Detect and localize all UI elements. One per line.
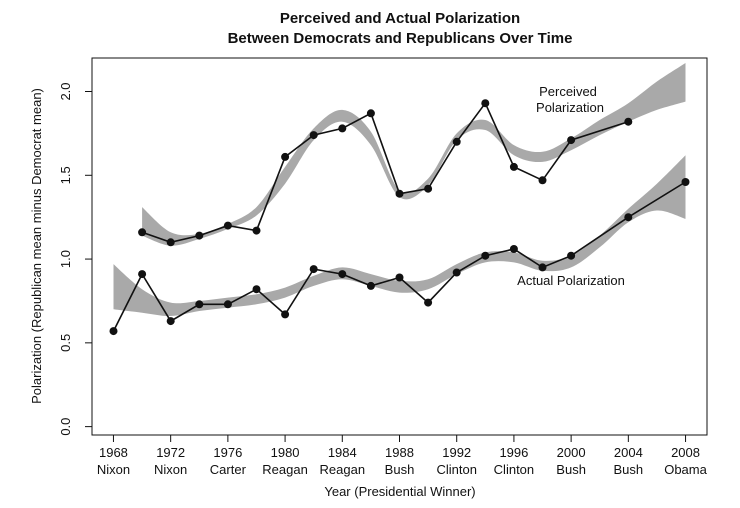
actual-point-1976 [223, 300, 232, 309]
x-tick-year-1968: 1968 [99, 445, 128, 460]
actual-point-1972 [166, 317, 175, 326]
perceived-point-1980 [281, 152, 290, 161]
x-tick-winner-1984: Reagan [320, 462, 366, 477]
actual-point-1986 [366, 281, 375, 290]
y-tick-label-2.0: 2.0 [58, 82, 73, 100]
x-tick-winner-1976: Carter [210, 462, 247, 477]
x-tick-year-2004: 2004 [614, 445, 643, 460]
perceived-annotation-line-1: Perceived [539, 84, 597, 99]
perceived-point-1996 [509, 162, 518, 171]
perceived-point-1994 [481, 99, 490, 108]
perceived-annotation: Perceived Polarization [536, 84, 604, 115]
y-tick-label-1.0: 1.0 [58, 250, 73, 268]
y-tick-label-0.5: 0.5 [58, 334, 73, 352]
x-tick-year-1976: 1976 [213, 445, 242, 460]
x-axis-label: Year (Presidential Winner) [324, 484, 475, 499]
x-tick-year-2000: 2000 [557, 445, 586, 460]
actual-point-1974 [195, 300, 204, 309]
perceived-point-1986 [366, 109, 375, 118]
x-tick-year-1996: 1996 [499, 445, 528, 460]
perceived-point-1998 [538, 176, 547, 185]
actual-point-2004 [624, 213, 633, 222]
actual-point-1994 [481, 251, 490, 260]
perceived-point-1974 [195, 231, 204, 240]
x-tick-year-1992: 1992 [442, 445, 471, 460]
perceived-point-2004 [624, 117, 633, 126]
x-tick-winner-1992: Clinton [436, 462, 476, 477]
chart-title-line-1: Perceived and Actual Polarization [280, 10, 520, 27]
actual-point-1992 [452, 268, 461, 277]
x-tick-year-2008: 2008 [671, 445, 700, 460]
confidence-bands [113, 63, 686, 317]
perceived-point-1988 [395, 189, 404, 198]
perceived-annotation-line-2: Polarization [536, 100, 604, 115]
x-tick-year-1984: 1984 [328, 445, 357, 460]
chart-title-line-2: Between Democrats and Republicans Over T… [228, 30, 573, 47]
actual-point-1980 [281, 310, 290, 319]
perceived-point-1990 [424, 184, 433, 193]
actual-point-1982 [309, 265, 318, 274]
actual-point-1968 [109, 327, 118, 336]
perceived-point-1982 [309, 131, 318, 140]
actual-point-2000 [567, 251, 576, 260]
x-tick-winner-2000: Bush [556, 462, 586, 477]
x-tick-winner-1972: Nixon [154, 462, 187, 477]
x-tick-winner-1968: Nixon [97, 462, 130, 477]
actual-point-1996 [509, 245, 518, 253]
perceived-confidence-band [142, 63, 686, 246]
y-tick-label-1.5: 1.5 [58, 166, 73, 184]
actual-annotation: Actual Polarization [517, 273, 625, 288]
x-tick-winner-2004: Bush [614, 462, 644, 477]
perceived-point-1984 [338, 124, 347, 133]
actual-confidence-band [113, 155, 686, 317]
perceived-point-1978 [252, 226, 261, 235]
perceived-point-2000 [567, 136, 576, 145]
x-axis: 1968 Nixon 1972 Nixon 1976 Carter 1980 Reagan 19… [97, 435, 708, 477]
actual-point-1998 [538, 263, 547, 272]
actual-point-1984 [338, 270, 347, 279]
actual-point-1978 [252, 285, 261, 294]
x-tick-winner-2008: Obama [664, 462, 707, 477]
actual-point-1990 [424, 298, 433, 307]
x-tick-year-1988: 1988 [385, 445, 414, 460]
y-tick-label-0.0: 0.0 [58, 418, 73, 436]
y-axis: 0.0 0.5 1.0 1.5 2.0 [58, 82, 92, 436]
actual-point-2008 [681, 178, 690, 186]
perceived-point-1976 [223, 221, 232, 230]
perceived-point-1992 [452, 137, 461, 146]
y-axis-label: Polarization (Republican mean minus Demo… [29, 88, 44, 404]
series-lines [112, 101, 686, 332]
series-points [109, 99, 690, 336]
x-tick-year-1980: 1980 [271, 445, 300, 460]
x-tick-winner-1988: Bush [385, 462, 415, 477]
x-tick-year-1972: 1972 [156, 445, 185, 460]
perceived-point-1972 [166, 238, 175, 247]
actual-point-1988 [395, 273, 404, 282]
perceived-point-1970 [138, 228, 147, 237]
actual-point-1970 [138, 270, 147, 279]
x-tick-winner-1996: Clinton [494, 462, 534, 477]
x-tick-winner-1980: Reagan [262, 462, 308, 477]
